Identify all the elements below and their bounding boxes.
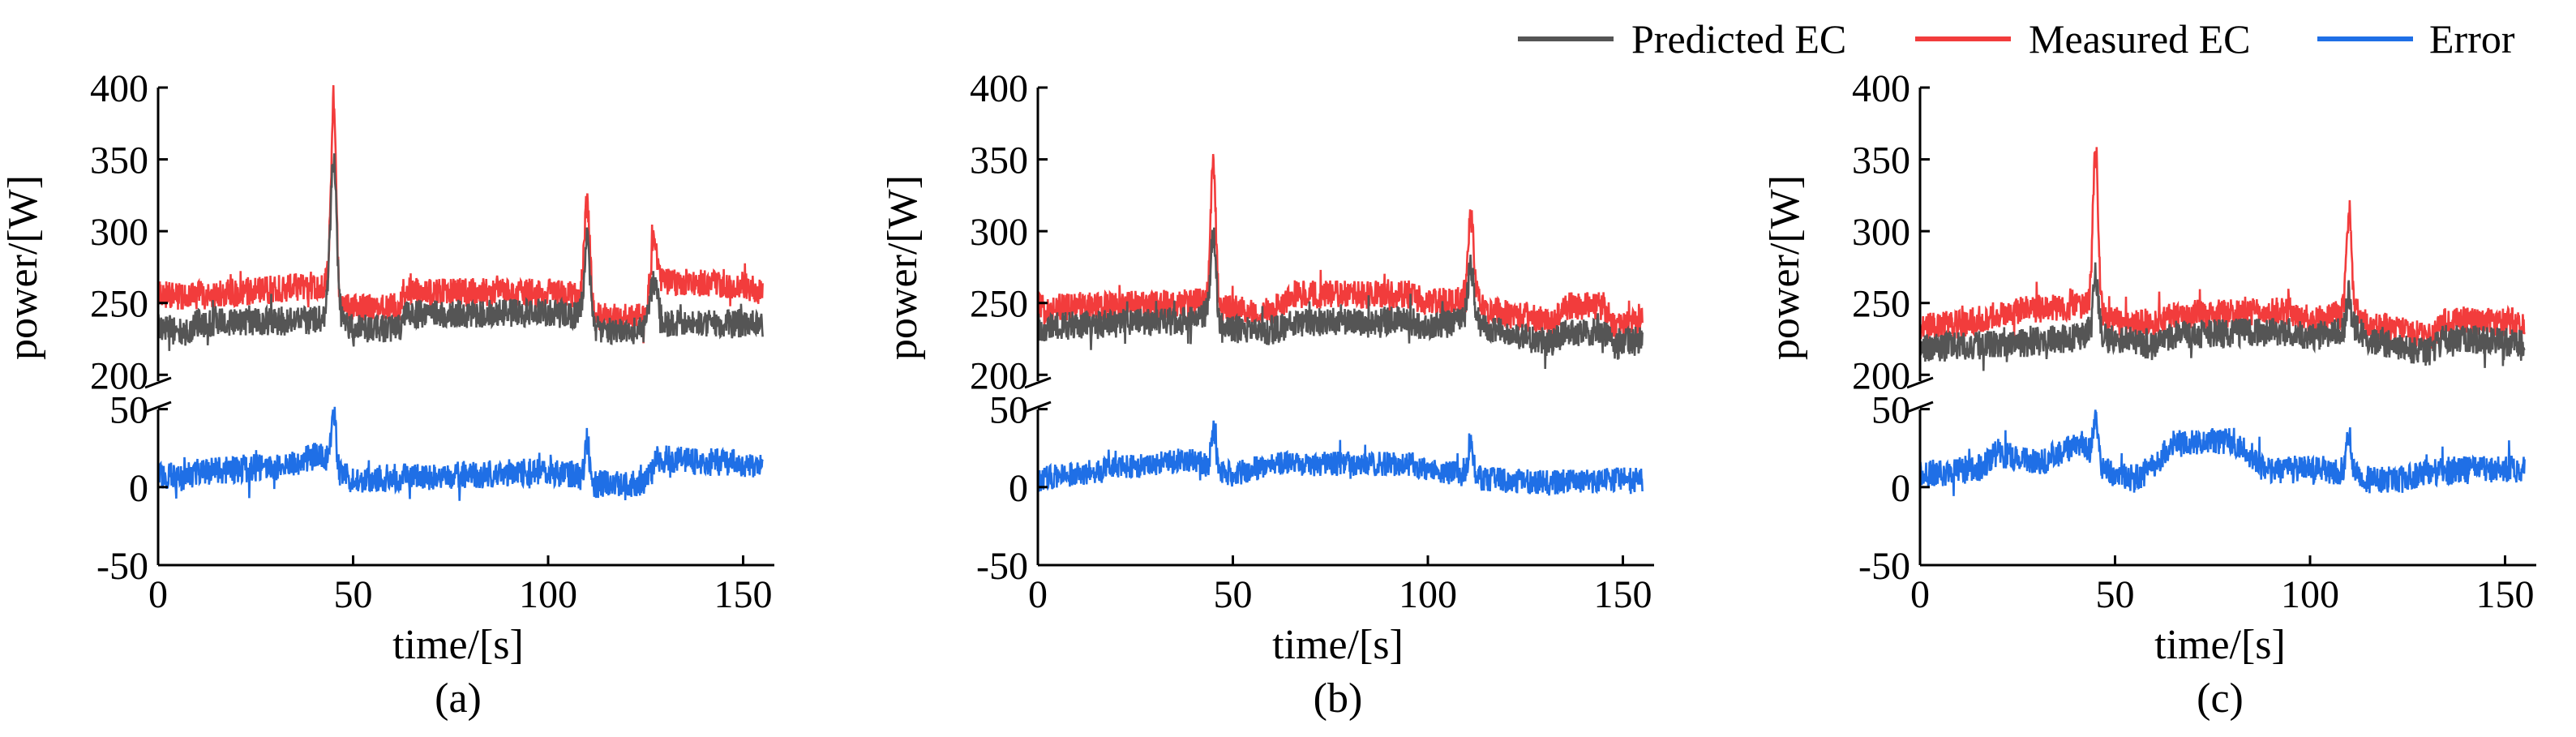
- y-tick-label: 300: [1852, 211, 1910, 254]
- legend-label-predicted: Predicted EC: [1631, 16, 1846, 62]
- y-tick-label: -50: [96, 545, 148, 588]
- y-tick-label: 400: [90, 67, 148, 110]
- series-group: [1918, 147, 2526, 496]
- y-tick-label: 300: [90, 211, 148, 254]
- panel-label: (a): [435, 675, 482, 722]
- y-tick-label: 350: [1852, 139, 1910, 182]
- panel-label: (c): [2197, 675, 2244, 722]
- y-tick-label: 0: [1009, 467, 1028, 510]
- y-tick-label: 400: [970, 67, 1028, 110]
- legend-label-measured: Measured EC: [2029, 16, 2251, 62]
- axis-break-mark: [1906, 401, 1934, 413]
- axis-break-mark: [1024, 376, 1052, 389]
- series-group: [1036, 153, 1644, 496]
- x-axis-label: time/[s]: [2154, 622, 2286, 668]
- y-tick-label: -50: [976, 545, 1028, 588]
- y-tick-label: 300: [970, 211, 1028, 254]
- y-tick-label: 50: [109, 389, 148, 432]
- series-measured-ec: [1918, 147, 2526, 349]
- y-axis-label: power/[W]: [0, 175, 46, 360]
- series-error: [156, 406, 764, 501]
- series-predicted-ec: [156, 153, 764, 351]
- legend-label-error: Error: [2429, 16, 2515, 62]
- series-predicted-ec: [1036, 227, 1644, 370]
- x-tick-label: 150: [2476, 573, 2535, 616]
- x-tick-label: 100: [519, 573, 577, 616]
- x-tick-label: 100: [2281, 573, 2339, 616]
- y-axis-label: power/[W]: [880, 175, 926, 360]
- x-tick-label: 150: [714, 573, 773, 616]
- y-tick-label: 250: [1852, 283, 1910, 326]
- axis-break-mark: [144, 376, 172, 389]
- x-axis-label: time/[s]: [1272, 622, 1404, 668]
- y-tick-label: 250: [90, 283, 148, 326]
- axis-break-mark: [144, 401, 172, 413]
- series-error: [1036, 420, 1644, 496]
- y-tick-label: 200: [970, 354, 1028, 397]
- panel-label: (b): [1314, 675, 1363, 722]
- y-tick-label: 200: [1852, 354, 1910, 397]
- x-axis-label: time/[s]: [392, 622, 524, 668]
- series-error: [1918, 409, 2526, 496]
- x-tick-label: 100: [1399, 573, 1457, 616]
- x-tick-label: 150: [1594, 573, 1652, 616]
- x-tick-label: 50: [334, 573, 373, 616]
- series-predicted-ec: [1918, 262, 2526, 371]
- y-tick-label: 350: [90, 139, 148, 182]
- x-tick-label: 50: [2096, 573, 2135, 616]
- y-tick-label: -50: [1858, 545, 1910, 588]
- y-axis-label: power/[W]: [1762, 175, 1808, 360]
- y-tick-label: 350: [970, 139, 1028, 182]
- y-tick-label: 50: [1871, 389, 1910, 432]
- series-group: [156, 85, 764, 501]
- y-tick-label: 0: [129, 467, 148, 510]
- y-tick-label: 50: [989, 389, 1028, 432]
- y-tick-label: 200: [90, 354, 148, 397]
- x-tick-label: 50: [1214, 573, 1253, 616]
- x-tick-label: 0: [1028, 573, 1048, 616]
- y-tick-label: 400: [1852, 67, 1910, 110]
- y-tick-label: 0: [1891, 467, 1910, 510]
- legend: Predicted EC Measured EC Error: [1518, 16, 2515, 62]
- x-tick-label: 0: [148, 573, 168, 616]
- axis-break-mark: [1906, 376, 1934, 389]
- y-tick-label: 250: [970, 283, 1028, 326]
- axis-break-mark: [1024, 401, 1052, 413]
- x-tick-label: 0: [1910, 573, 1930, 616]
